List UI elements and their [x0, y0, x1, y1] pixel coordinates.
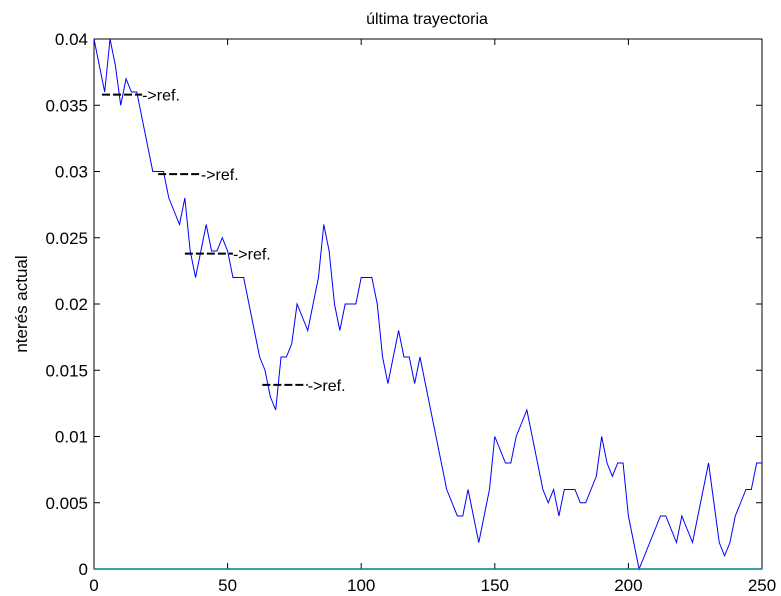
chart-title: última trayectoria: [366, 11, 488, 28]
y-axis-label: nterés actual: [12, 255, 31, 352]
annotation-label: ->ref.: [308, 378, 346, 395]
x-tick-label: 0: [89, 576, 98, 595]
y-tick-label: 0.04: [55, 30, 88, 49]
plot-area: 0 50 100 150 200 250 0 0.005 0.01 0.015 0.02 0.025 0…: [45, 30, 776, 595]
x-tick-label: 100: [347, 576, 375, 595]
y-tick-label: 0.005: [45, 494, 88, 513]
y-tick-label: 0.03: [55, 163, 88, 182]
annotation-label: ->ref.: [233, 247, 271, 264]
x-tick-label: 150: [481, 576, 509, 595]
y-tick-label: 0: [79, 560, 88, 579]
x-tick-label: 250: [748, 576, 776, 595]
y-tick-label: 0.01: [55, 428, 88, 447]
x-tick-label: 50: [218, 576, 237, 595]
annotation-label: ->ref.: [201, 167, 239, 184]
x-tick-label: 200: [614, 576, 642, 595]
plot-frame: [93, 38, 763, 570]
y-tick-label: 0.035: [45, 96, 88, 115]
y-tick-label: 0.015: [45, 361, 88, 380]
annotation-label: ->ref.: [142, 88, 180, 105]
y-tick-label: 0.02: [55, 295, 88, 314]
y-tick-label: 0.025: [45, 229, 88, 248]
series-line-0: [93, 38, 762, 571]
